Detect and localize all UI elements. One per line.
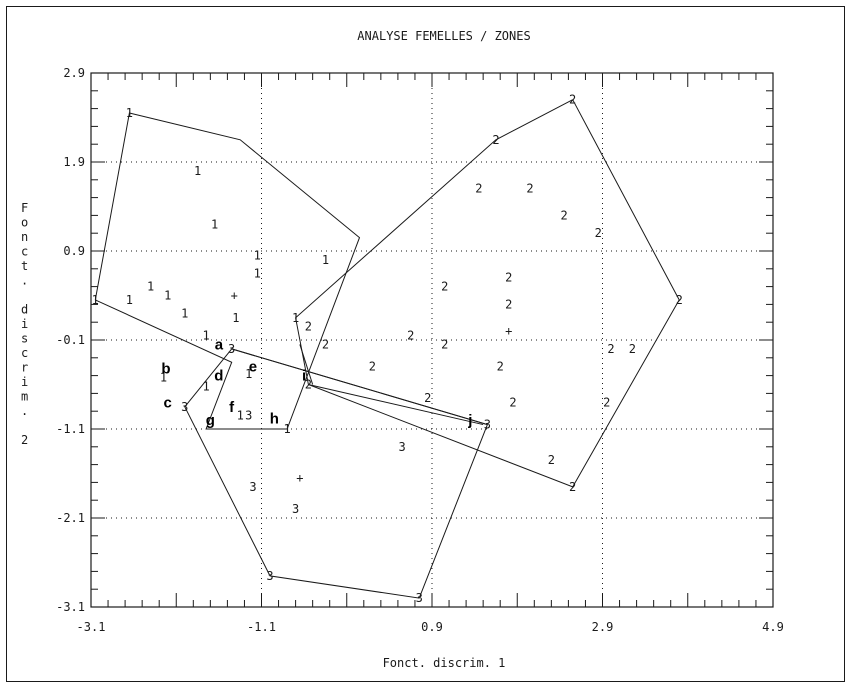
point-group-2: 2 <box>629 342 636 356</box>
point-group-3: 3 <box>249 480 256 494</box>
point-group-1: 1 <box>202 329 209 343</box>
point-group-2: 2 <box>441 337 448 351</box>
letter-label-i: i <box>302 368 306 385</box>
hull-group-1 <box>94 112 361 430</box>
point-group-2: 2 <box>305 320 312 334</box>
x-axis-label: Fonct. discrim. 1 <box>383 656 506 670</box>
point-group-3: 3 <box>266 569 273 583</box>
point-group-1: 1 <box>164 289 171 303</box>
point-group-3: 3 <box>399 440 406 454</box>
letter-label-e: e <box>249 359 257 376</box>
point-group-2: 2 <box>505 297 512 311</box>
connection-line <box>308 384 484 426</box>
point-group-1: 1 <box>254 266 261 280</box>
point-group-1: 1 <box>245 367 252 381</box>
centroid-group-2: + <box>505 324 512 338</box>
point-group-3: 3 <box>484 418 491 432</box>
point-group-2: 2 <box>407 329 414 343</box>
point-group-2: 2 <box>561 208 568 222</box>
letter-label-h: h <box>270 410 279 427</box>
point-group-2: 2 <box>569 480 576 494</box>
point-group-2: 2 <box>509 395 516 409</box>
point-group-1: 1 <box>181 306 188 320</box>
point-group-1: 1 <box>160 370 167 384</box>
letter-label-b: b <box>161 360 170 377</box>
letter-label-j: j <box>467 412 472 429</box>
point-group-3: 3 <box>416 591 423 605</box>
point-group-2: 2 <box>492 133 499 147</box>
y-tick-label: 2.9 <box>63 66 85 80</box>
point-group-2: 2 <box>505 271 512 285</box>
letter-label-a: a <box>215 336 224 353</box>
point-group-1: 1 <box>322 253 329 267</box>
x-tick-label: -1.1 <box>247 620 276 634</box>
grid-lines <box>91 73 773 607</box>
point-group-1: 1 <box>292 311 299 325</box>
point-group-2: 2 <box>369 360 376 374</box>
point-group-1: 1 <box>211 217 218 231</box>
point-group-2: 2 <box>475 182 482 196</box>
x-tick-label: -3.1 <box>77 620 106 634</box>
chart-title: ANALYSE FEMELLES / ZONES <box>357 29 530 43</box>
x-tick-label: 2.9 <box>592 620 614 634</box>
point-group-1: 1 <box>283 422 290 436</box>
point-group-1: 1 <box>126 293 133 307</box>
point-group-2: 2 <box>526 182 533 196</box>
x-tick-label: 0.9 <box>421 620 443 634</box>
letter-label-g: g <box>206 412 215 429</box>
centroid-group-3: + <box>296 471 303 485</box>
point-group-2: 2 <box>305 378 312 392</box>
plot-axes <box>90 72 774 608</box>
connection-line <box>299 344 314 385</box>
point-group-1: 1 <box>147 280 154 294</box>
y-tick-label: -1.1 <box>56 422 85 436</box>
point-group-2: 2 <box>607 342 614 356</box>
point-group-2: 2 <box>548 453 555 467</box>
point-group-1: 1 <box>194 164 201 178</box>
x-tick-label: 4.9 <box>762 620 784 634</box>
point-group-1: 1 <box>237 409 244 423</box>
tick-labels: -3.1 -1.1 0.9 2.9 4.9 2.9 1.9 0.9 -0.1 -1.1 -2.1 -3… <box>56 66 784 634</box>
point-group-1: 1 <box>232 311 239 325</box>
y-tick-label: -3.1 <box>56 600 85 614</box>
y-tick-label: -0.1 <box>56 333 85 347</box>
group-centroids: + + + <box>231 289 513 485</box>
point-group-2: 2 <box>497 360 504 374</box>
y-tick-label: 1.9 <box>63 155 85 169</box>
letter-label-c: c <box>164 394 172 411</box>
centroid-group-1: + <box>231 289 238 303</box>
point-group-2: 2 <box>676 293 683 307</box>
point-group-1: 1 <box>126 106 133 120</box>
point-group-3: 3 <box>245 409 252 423</box>
point-group-1: 1 <box>92 293 99 307</box>
letter-label-d: d <box>214 368 223 385</box>
point-group-2: 2 <box>441 280 448 294</box>
y-tick-label: 0.9 <box>63 244 85 258</box>
y-tick-label: -2.1 <box>56 511 85 525</box>
letter-label-f: f <box>229 399 235 416</box>
point-group-3: 3 <box>181 400 188 414</box>
point-group-1: 1 <box>254 248 261 262</box>
hull-group-3 <box>184 348 489 599</box>
point-group-2: 2 <box>603 395 610 409</box>
point-group-2: 2 <box>322 337 329 351</box>
group-hulls <box>94 99 680 599</box>
point-group-3: 3 <box>228 342 235 356</box>
point-group-2: 2 <box>424 391 431 405</box>
point-group-3: 3 <box>292 502 299 516</box>
point-group-1: 1 <box>202 379 209 393</box>
point-group-2: 2 <box>569 93 576 107</box>
connection-lines <box>231 344 488 426</box>
letter-labels: a bc d e fg h i j <box>161 336 472 429</box>
point-group-2: 2 <box>595 226 602 240</box>
connection-line <box>231 348 488 426</box>
